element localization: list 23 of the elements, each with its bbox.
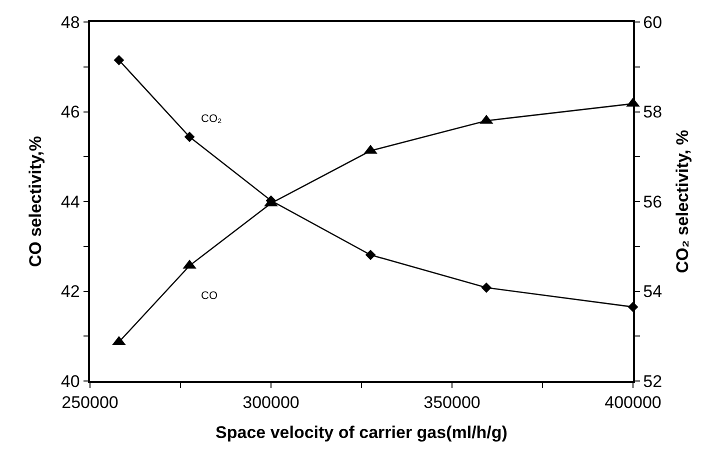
y-tick-label: 42 bbox=[60, 282, 80, 302]
y-tick-label: 40 bbox=[60, 372, 80, 391]
point bbox=[481, 282, 492, 293]
y-tick-label: 48 bbox=[60, 12, 80, 32]
point bbox=[365, 250, 376, 260]
series-label: CO₂ bbox=[201, 113, 222, 125]
y2-tick-label: 54 bbox=[643, 282, 662, 302]
x-tick-label: 350000 bbox=[424, 393, 480, 412]
series-label: CO bbox=[201, 290, 218, 302]
y-axis-title: CO selectivity,% bbox=[26, 136, 45, 268]
y2-tick-label: 60 bbox=[643, 12, 662, 32]
y2-axis-title: CO₂ selectivity, % bbox=[672, 130, 692, 274]
x-tick-label: 300000 bbox=[242, 393, 300, 412]
y-tick-label: 46 bbox=[60, 102, 80, 122]
y2-tick-label: 56 bbox=[643, 192, 662, 212]
x-axis-title: Space velocity of carrier gas(ml/h/g) bbox=[216, 423, 508, 442]
x-tick-label: 250000 bbox=[62, 393, 118, 412]
point bbox=[184, 132, 195, 142]
x-tick-label: 400000 bbox=[604, 393, 662, 412]
y2-tick-label: 52 bbox=[643, 372, 662, 391]
y2-tick-label: 58 bbox=[643, 102, 662, 122]
point bbox=[114, 54, 124, 66]
y-tick-label: 44 bbox=[60, 192, 80, 212]
